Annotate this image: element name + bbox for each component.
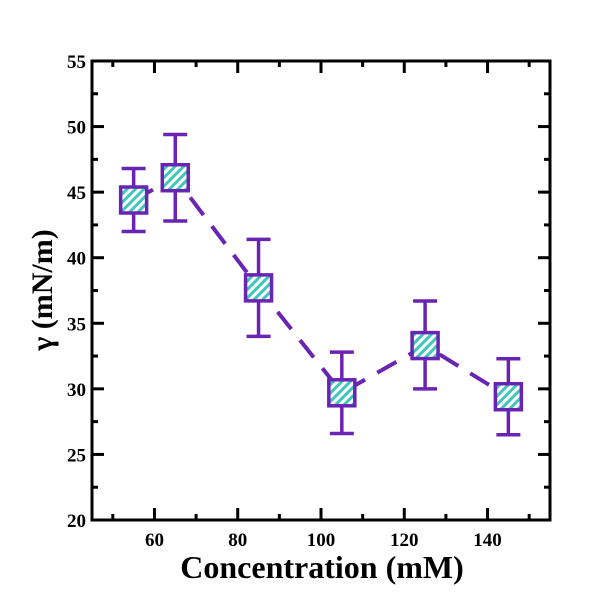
x-tick-label: 120 — [390, 530, 419, 551]
y-tick-label: 20 — [67, 511, 86, 532]
x-tick-label: 140 — [473, 530, 502, 551]
data-point-marker — [493, 381, 524, 412]
axis-ticks — [90, 59, 552, 522]
x-tick-label: 60 — [145, 530, 164, 551]
x-tick-label: 80 — [228, 530, 247, 551]
plot-frame — [90, 59, 552, 522]
y-tick-label: 50 — [67, 118, 86, 139]
data-point-marker — [410, 330, 440, 361]
x-axis-title: Concentration (mM) — [180, 549, 463, 585]
y-axis-title: γ (mN/m) — [26, 229, 59, 352]
tick-labels: 60 80 100 120 140 20 25 30 35 40 45 50 55 — [67, 52, 502, 551]
y-tick-label: 25 — [67, 445, 86, 466]
data-point-marker — [243, 273, 274, 303]
data-point-marker — [327, 378, 357, 408]
x-tick-label: 100 — [307, 530, 336, 551]
y-tick-label: 40 — [67, 249, 86, 270]
series-line — [132, 175, 510, 399]
y-tick-label: 45 — [67, 183, 86, 204]
y-tick-label: 55 — [67, 52, 86, 73]
y-tick-label: 35 — [67, 314, 86, 335]
y-tick-label: 30 — [67, 380, 86, 401]
plot-area — [118, 132, 524, 437]
data-point-marker — [118, 185, 149, 215]
data-point-marker — [160, 162, 191, 193]
